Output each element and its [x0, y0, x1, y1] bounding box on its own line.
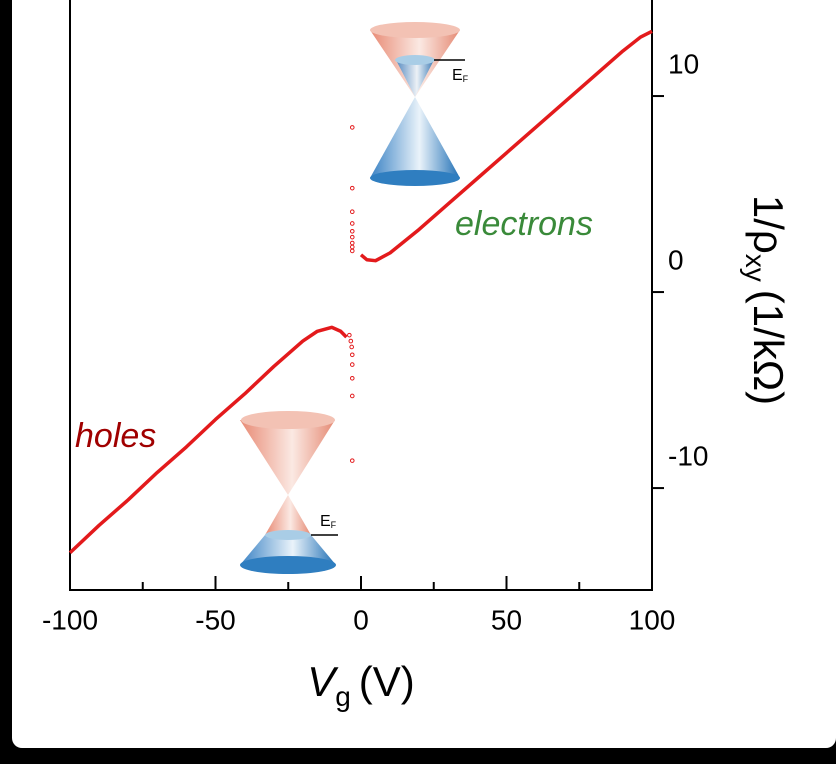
- marker: [349, 240, 355, 246]
- annotation: holes: [75, 417, 156, 455]
- y-axis-label: 1/ρxy(1/kΩ): [740, 195, 792, 405]
- marker: [349, 221, 355, 226]
- x-tick-label: 50: [491, 604, 522, 635]
- marker: [349, 362, 355, 367]
- x-tick-label: 0: [353, 604, 369, 635]
- marker: [349, 185, 355, 191]
- marker: [349, 352, 355, 358]
- fermi-label: EF: [320, 513, 337, 530]
- y-tick-label: -10: [668, 440, 708, 471]
- marker: [349, 228, 355, 234]
- marker: [349, 234, 355, 240]
- marker: [349, 209, 355, 214]
- marker: [348, 338, 354, 344]
- data-line: [359, 29, 653, 263]
- y-tick-label: 10: [668, 48, 699, 79]
- marker: [349, 376, 355, 381]
- marker: [349, 344, 354, 350]
- x-axis-label: Vg (V): [307, 658, 415, 712]
- cone-upper: [370, 22, 465, 186]
- marker: [349, 244, 355, 250]
- marker: [349, 393, 355, 399]
- marker: [347, 332, 352, 338]
- data-line: [68, 325, 348, 555]
- annotation: electrons: [455, 205, 593, 243]
- x-tick-label: -100: [42, 604, 98, 635]
- y-tick-label: 0: [668, 244, 684, 275]
- fermi-label: EF: [452, 67, 469, 84]
- chart: EF EF holes electrons Vg (V) 1/ρxy(1/kΩ) …: [42, 0, 792, 712]
- x-tick-label: 100: [629, 604, 676, 635]
- marker: [349, 125, 355, 130]
- cone-lower: [240, 411, 338, 574]
- marker: [349, 458, 355, 463]
- marker: [349, 248, 355, 254]
- x-tick-label: -50: [195, 604, 235, 635]
